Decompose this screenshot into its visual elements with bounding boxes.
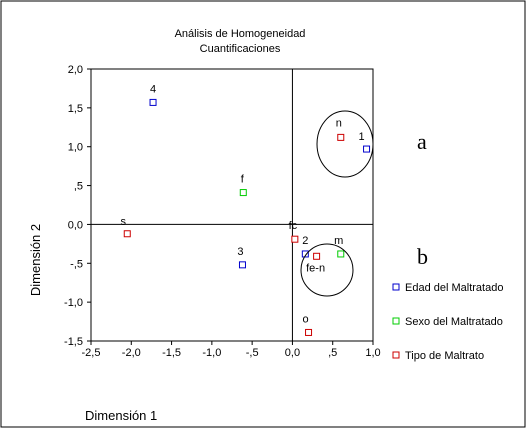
- y-tick-label: 2,0: [68, 64, 83, 76]
- point-label: o: [302, 313, 308, 325]
- point-label: m: [334, 235, 343, 247]
- legend-label: Edad del Maltratado: [405, 282, 503, 294]
- point-label: fe-n: [306, 262, 325, 274]
- y-tick-label: ,5: [74, 181, 83, 193]
- y-axis-label: Dimensión 2: [28, 224, 43, 296]
- data-point: [291, 235, 299, 243]
- axis-ticks: -2,5 -2,0 -1,5 -1,0 -,5 0,0 ,5 1,0 2,0 1,5 1,0 ,5 0,…: [64, 64, 381, 359]
- legend: Edad del Maltratado Sexo del Maltratado Ti…: [392, 282, 503, 362]
- point-label: 3: [237, 246, 243, 258]
- data-point: [337, 250, 345, 258]
- x-tick-label: -2,5: [82, 347, 101, 359]
- legend-label: Tipo de Maltrato: [405, 350, 484, 362]
- data-point: [149, 98, 157, 106]
- annotation-b: b: [417, 244, 428, 269]
- chart-title: Análisis de Homogeneidad: [175, 28, 306, 40]
- point-label: 4: [150, 83, 156, 95]
- point-label: 2: [302, 235, 308, 247]
- data-point: [313, 252, 321, 260]
- legend-marker: [392, 351, 400, 359]
- x-tick-label: -1,5: [162, 347, 181, 359]
- x-tick-label: 0,0: [285, 347, 300, 359]
- cluster-ellipse-b: [300, 243, 354, 297]
- data-point: [363, 145, 371, 153]
- data-point: [301, 250, 309, 258]
- data-point: [239, 189, 247, 197]
- point-label: fc: [289, 220, 298, 232]
- x-axis-label: Dimensión 1: [85, 408, 157, 423]
- x-tick-label: -,5: [246, 347, 259, 359]
- legend-marker: [392, 317, 400, 325]
- y-tick-label: 0,0: [68, 219, 83, 231]
- point-label: n: [336, 117, 342, 129]
- point-label: f: [241, 174, 245, 186]
- annotation-a: a: [417, 129, 427, 154]
- data-point: [238, 261, 246, 269]
- data-points: 4 1 3 2 f m s n fc fe-n o: [121, 83, 371, 336]
- data-point: [337, 133, 345, 141]
- cluster-ellipse-a: [316, 110, 374, 178]
- y-tick-label: 1,0: [68, 142, 83, 154]
- y-tick-label: -,5: [70, 258, 83, 270]
- point-label: s: [121, 216, 127, 228]
- legend-label: Sexo del Maltratado: [405, 316, 503, 328]
- x-tick-label: -1,0: [202, 347, 221, 359]
- y-tick-label: -1,0: [64, 297, 83, 309]
- legend-marker: [392, 283, 400, 291]
- point-label: 1: [358, 131, 364, 143]
- x-tick-label: -2,0: [122, 347, 141, 359]
- x-tick-label: ,5: [328, 347, 337, 359]
- chart-subtitle: Cuantificaciones: [200, 43, 281, 55]
- data-point: [123, 230, 131, 238]
- plot-frame: [90, 68, 374, 342]
- y-tick-label: -1,5: [64, 336, 83, 348]
- y-tick-label: 1,5: [68, 103, 83, 115]
- data-point: [305, 328, 313, 336]
- x-tick-label: 1,0: [365, 347, 380, 359]
